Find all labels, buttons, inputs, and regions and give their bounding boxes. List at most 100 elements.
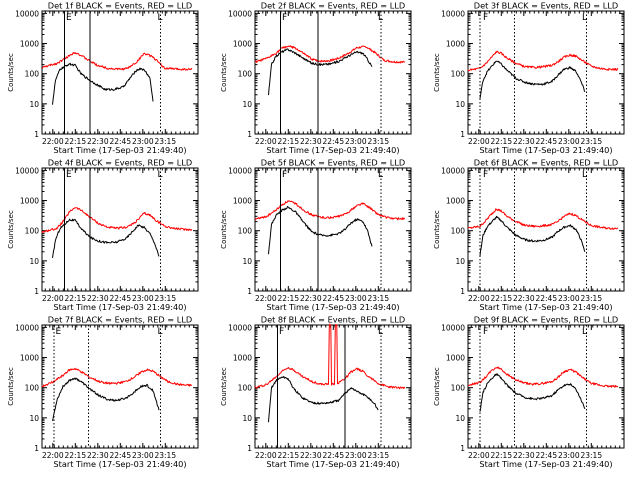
x-tick-label: 22:00	[42, 137, 64, 146]
time-marker-label: L	[582, 170, 587, 180]
x-tick-label: 23:15	[580, 451, 602, 460]
y-tick-label: 10	[455, 100, 465, 109]
y-tick-label: 100	[238, 384, 253, 393]
y-tick-label: 10000	[228, 323, 252, 332]
panel-title: Det 6f BLACK = Events, RED = LLD	[474, 158, 618, 168]
panel-title: Det 1f BLACK = Events, RED = LLD	[48, 1, 192, 11]
x-tick-label: 22:45	[322, 294, 344, 303]
time-marker-label: F	[483, 13, 488, 23]
series-lld-line	[254, 45, 406, 64]
x-tick-label: 23:15	[154, 294, 176, 303]
plot-frame	[254, 10, 412, 135]
x-tick-label: 22:45	[109, 137, 131, 146]
y-tick-label: 1000	[20, 354, 39, 363]
plot-frame	[467, 167, 625, 292]
y-tick-label: 1	[460, 287, 465, 296]
x-tick-label: 23:00	[558, 137, 580, 146]
x-tick-label: 22:15	[277, 294, 299, 303]
x-tick-label: 22:30	[513, 294, 535, 303]
y-tick-label: 100	[25, 70, 40, 79]
x-tick-label: 22:00	[468, 451, 490, 460]
y-tick-label: 10000	[441, 323, 465, 332]
x-tick-label: 23:15	[367, 451, 389, 460]
y-tick-label: 100	[451, 227, 466, 236]
y-tick-label: 100	[238, 70, 253, 79]
x-tick-label: 22:15	[64, 451, 86, 460]
x-tick-label: 23:00	[345, 451, 367, 460]
y-axis-label: Counts/sec	[220, 210, 228, 249]
x-tick-label: 23:00	[132, 137, 154, 146]
time-marker-label: F	[483, 327, 488, 337]
x-axis-label: Start Time (17-Sep-03 21:49:40)	[53, 459, 186, 469]
plot-frame	[41, 10, 199, 135]
y-tick-label: 1000	[446, 354, 465, 363]
y-axis-label: Counts/sec	[220, 53, 228, 92]
y-tick-label: 10	[242, 257, 252, 266]
panel-title: Det 9f BLACK = Events, RED = LLD	[474, 315, 618, 325]
x-tick-label: 22:15	[64, 294, 86, 303]
x-tick-label: 22:30	[87, 137, 109, 146]
x-axis-label: Start Time (17-Sep-03 21:49:40)	[479, 145, 612, 155]
x-axis-label: Start Time (17-Sep-03 21:49:40)	[479, 302, 612, 312]
y-tick-label: 1000	[20, 197, 39, 206]
x-tick-label: 22:15	[490, 137, 512, 146]
series-events-line	[479, 373, 586, 412]
x-tick-label: 22:45	[322, 137, 344, 146]
panel-title: Det 2f BLACK = Events, RED = LLD	[261, 1, 405, 11]
time-marker-label: L	[378, 327, 383, 337]
panel-det2f: Det 2f BLACK = Events, RED = LLD Start Ti…	[220, 1, 412, 155]
series-lld-line	[467, 366, 619, 388]
y-tick-label: 100	[451, 384, 466, 393]
series-events-line	[479, 60, 586, 99]
y-tick-label: 1	[34, 444, 39, 453]
x-tick-label: 22:15	[277, 137, 299, 146]
x-tick-label: 22:45	[109, 451, 131, 460]
y-tick-label: 10	[455, 414, 465, 423]
plot-frame	[467, 324, 625, 449]
x-tick-label: 22:45	[322, 451, 344, 460]
plot-frame	[41, 167, 199, 292]
x-tick-label: 23:15	[367, 137, 389, 146]
series-events-line	[479, 215, 586, 257]
time-marker-label: F	[282, 13, 287, 23]
series-lld-line	[41, 52, 193, 71]
x-tick-label: 22:30	[513, 137, 535, 146]
y-axis-label: Counts/sec	[433, 210, 441, 249]
x-tick-label: 22:00	[255, 451, 277, 460]
panel-title: Det 5f BLACK = Events, RED = LLD	[261, 158, 405, 168]
x-axis-label: Start Time (17-Sep-03 21:49:40)	[266, 145, 399, 155]
time-marker-label: E	[66, 170, 72, 180]
time-marker-label: E	[56, 327, 62, 337]
panel-det1f: Det 1f BLACK = Events, RED = LLD Start Ti…	[7, 1, 199, 155]
x-tick-label: 23:15	[580, 137, 602, 146]
y-tick-label: 1000	[446, 197, 465, 206]
series-events-line	[52, 62, 154, 105]
x-tick-label: 22:45	[535, 137, 557, 146]
y-axis-label: Counts/sec	[220, 367, 228, 406]
series-events-line	[268, 375, 379, 423]
series-lld-line	[254, 200, 406, 221]
x-tick-label: 22:30	[300, 294, 322, 303]
y-tick-label: 1	[247, 130, 252, 139]
time-marker-label: F	[483, 170, 488, 180]
x-axis-label: Start Time (17-Sep-03 21:49:40)	[53, 145, 186, 155]
y-axis-label: Counts/sec	[7, 53, 15, 92]
x-axis-label: Start Time (17-Sep-03 21:49:40)	[266, 302, 399, 312]
y-tick-label: 1000	[233, 354, 252, 363]
time-marker-label: L	[158, 170, 163, 180]
series-lld-line	[41, 207, 193, 234]
x-tick-label: 23:15	[154, 451, 176, 460]
x-tick-label: 22:30	[513, 451, 535, 460]
series-events-line	[52, 377, 160, 422]
x-tick-label: 23:00	[132, 294, 154, 303]
panel-det6f: Det 6f BLACK = Events, RED = LLD Start Ti…	[433, 158, 625, 312]
time-marker-label: L	[582, 13, 587, 23]
time-marker-label: L	[582, 327, 587, 337]
y-axis-label: Counts/sec	[433, 53, 441, 92]
x-tick-label: 23:15	[367, 294, 389, 303]
series-lld-line	[467, 50, 619, 72]
series-lld-line	[254, 323, 406, 390]
x-tick-label: 22:15	[490, 451, 512, 460]
x-tick-label: 23:15	[580, 294, 602, 303]
